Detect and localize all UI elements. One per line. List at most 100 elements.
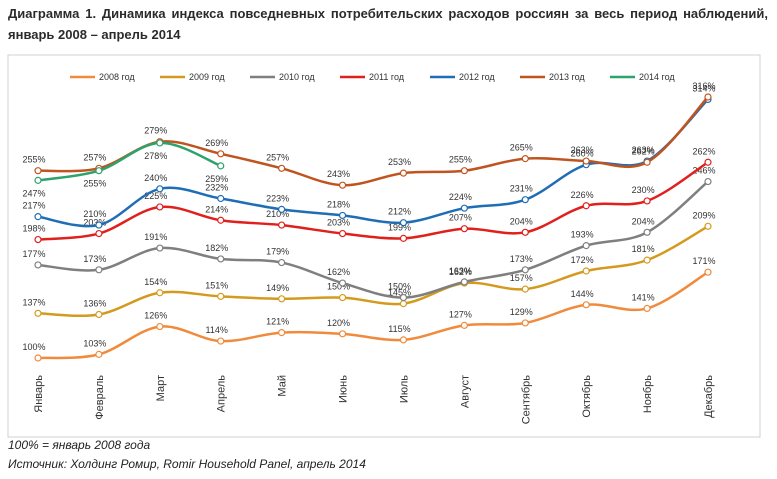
series-line <box>37 271 709 360</box>
point <box>399 293 408 302</box>
data-label: 191% <box>144 232 167 242</box>
data-label: 163% <box>449 266 472 276</box>
point <box>338 293 347 302</box>
point <box>34 176 42 184</box>
point <box>582 157 590 165</box>
point <box>460 204 468 212</box>
data-label: 137% <box>22 297 45 307</box>
data-label: 172% <box>571 255 594 265</box>
point <box>338 229 347 238</box>
point <box>704 158 712 166</box>
data-label: 279% <box>144 126 167 136</box>
x-tick-label: Июнь <box>338 375 350 403</box>
point <box>338 181 347 189</box>
legend-label: 2010 год <box>279 72 315 82</box>
data-label: 177% <box>22 249 45 259</box>
series-line <box>37 161 709 241</box>
x-tick-label: Май <box>277 375 289 397</box>
data-label: 149% <box>266 283 289 293</box>
point <box>521 266 529 274</box>
data-label: 243% <box>327 169 350 179</box>
point <box>704 93 712 101</box>
data-label: 121% <box>266 317 289 327</box>
point <box>217 292 225 300</box>
note: 100% = январь 2008 года <box>8 438 151 452</box>
data-label: 240% <box>144 173 167 183</box>
point <box>338 279 347 287</box>
point <box>521 285 529 293</box>
point <box>34 354 42 362</box>
data-label: 141% <box>632 292 655 302</box>
point <box>582 242 590 250</box>
x-tick-label: Март <box>155 375 167 401</box>
data-label: 173% <box>83 254 106 264</box>
x-tick-label: Октябрь <box>581 375 593 418</box>
point <box>582 202 590 210</box>
point <box>156 203 164 211</box>
data-label: 232% <box>205 183 228 193</box>
data-label: 226% <box>571 190 594 200</box>
data-label: 218% <box>327 199 350 209</box>
point <box>34 309 42 317</box>
point <box>156 185 164 193</box>
data-label: 150% <box>327 282 350 292</box>
point <box>399 300 408 308</box>
data-label: 171% <box>692 256 715 266</box>
data-label: 203% <box>327 218 350 228</box>
data-label: 127% <box>449 309 472 319</box>
point <box>582 267 590 275</box>
series-line <box>37 180 709 299</box>
data-label: 103% <box>83 338 106 348</box>
series-line <box>37 96 709 187</box>
data-label: 210% <box>83 209 106 219</box>
data-label: 263% <box>571 145 594 155</box>
point <box>278 258 286 267</box>
data-label: 204% <box>632 216 655 226</box>
data-label: 255% <box>22 155 45 165</box>
series-line <box>37 225 709 318</box>
point <box>704 268 712 276</box>
data-label: 231% <box>510 184 533 194</box>
point <box>521 319 529 327</box>
point <box>34 235 42 244</box>
point <box>399 219 408 227</box>
point <box>95 350 103 358</box>
point <box>278 164 286 172</box>
data-label: 151% <box>205 280 228 290</box>
point <box>460 225 468 233</box>
data-label: 136% <box>83 299 106 309</box>
point <box>460 321 468 329</box>
data-label: 173% <box>510 254 533 264</box>
point <box>95 167 103 175</box>
data-label: 179% <box>266 247 289 257</box>
point <box>217 216 225 224</box>
data-label: 223% <box>266 193 289 203</box>
data-label: 269% <box>205 138 228 148</box>
x-tick-label: Апрель <box>216 375 228 413</box>
data-label: 207% <box>449 213 472 223</box>
series-line <box>37 98 709 228</box>
data-label: 120% <box>327 318 350 328</box>
data-label: 225% <box>144 191 167 201</box>
data-label: 114% <box>206 325 228 335</box>
data-label: 257% <box>83 152 106 162</box>
data-label: 262% <box>632 146 655 156</box>
data-label: 126% <box>144 311 167 321</box>
point <box>156 322 164 331</box>
point <box>156 139 164 147</box>
point <box>338 330 347 338</box>
data-label: 212% <box>388 207 411 217</box>
point <box>217 150 225 158</box>
data-label: 314% <box>692 83 715 93</box>
point <box>399 336 408 344</box>
data-label: 253% <box>388 157 411 167</box>
point <box>582 301 590 309</box>
note: Источник: Холдинг Ромир, Romir Household… <box>8 457 366 471</box>
chart-frame <box>7 54 761 438</box>
x-tick-label: Июль <box>398 375 410 403</box>
data-label: 217% <box>22 201 45 211</box>
series-line <box>37 141 222 182</box>
legend-label: 2012 год <box>459 72 495 82</box>
chart-title: Диаграмма 1. Динамика индекса повседневн… <box>8 6 768 42</box>
